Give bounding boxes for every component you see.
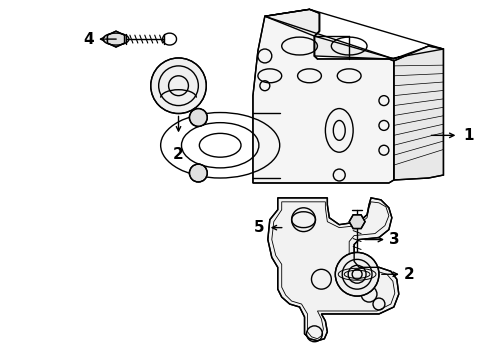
Text: 3: 3 [388, 232, 399, 247]
Text: 5: 5 [254, 220, 264, 235]
Polygon shape [348, 215, 365, 229]
Polygon shape [107, 31, 124, 47]
Polygon shape [393, 46, 443, 180]
Polygon shape [267, 198, 398, 341]
Text: 1: 1 [462, 128, 473, 143]
Text: 2: 2 [403, 267, 414, 282]
Text: 4: 4 [83, 32, 94, 46]
Text: 2: 2 [173, 147, 183, 162]
Circle shape [335, 252, 378, 296]
Circle shape [150, 58, 206, 113]
Polygon shape [252, 9, 393, 183]
Polygon shape [264, 9, 443, 59]
Circle shape [189, 109, 207, 126]
Circle shape [189, 164, 207, 182]
